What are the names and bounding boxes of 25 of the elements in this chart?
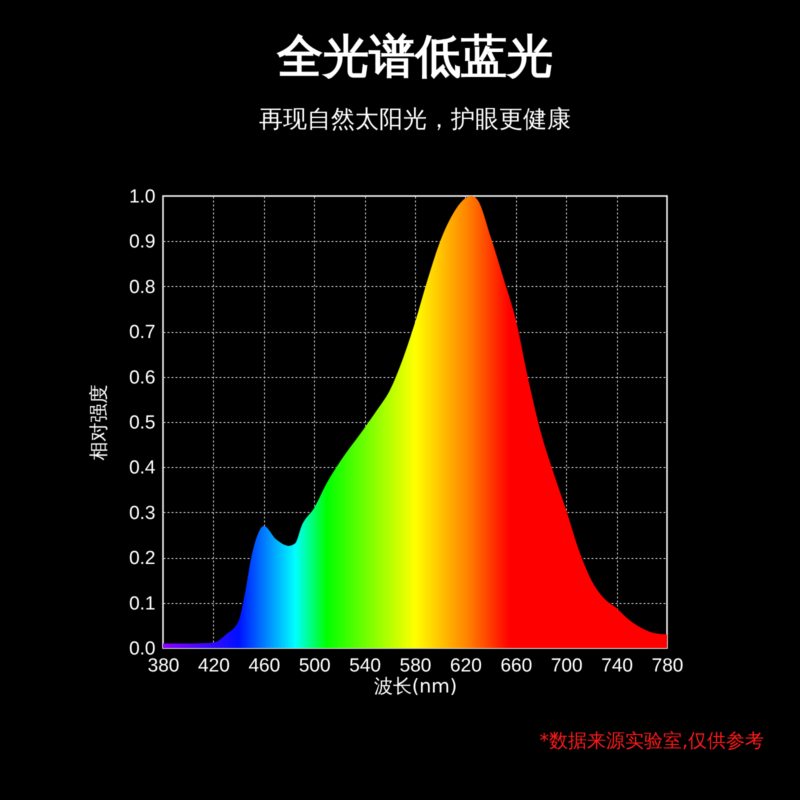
y-tick-label: 0.9 [129,232,156,253]
y-tick-label: 1.0 [129,186,156,208]
y-tick-label: 0.8 [129,276,156,298]
x-tick-label: 500 [298,656,331,676]
y-tick-label: 0.4 [129,458,156,479]
chart-subtitle: 再现自然太阳光，护眼更健康 [259,105,571,133]
x-axis-title: 波长(nm) [374,676,458,698]
x-tick-label: 460 [248,656,280,676]
x-tick-label: 660 [500,656,532,676]
y-tick-label: 0.3 [129,502,156,524]
x-tick-label: 540 [349,656,381,676]
x-tick-label: 700 [550,656,583,676]
y-tick-label: 0.1 [129,593,156,614]
y-axis-title: 相对强度 [88,384,110,460]
x-tick-label: 420 [198,656,230,676]
y-tick-label: 0.2 [129,548,156,570]
x-tick-label: 780 [652,656,684,676]
x-tick-label: 740 [601,656,633,676]
text: *数据来源实验室,仅供参考 [539,729,764,754]
x-tick-label: 620 [450,656,482,676]
x-tick-label: 580 [400,656,432,676]
y-tick-label: 0.6 [129,367,156,388]
y-tick-label: 0.7 [129,322,156,344]
chart-title: 全光谱低蓝光 [276,29,553,83]
y-tick-label: 0.5 [129,412,156,434]
